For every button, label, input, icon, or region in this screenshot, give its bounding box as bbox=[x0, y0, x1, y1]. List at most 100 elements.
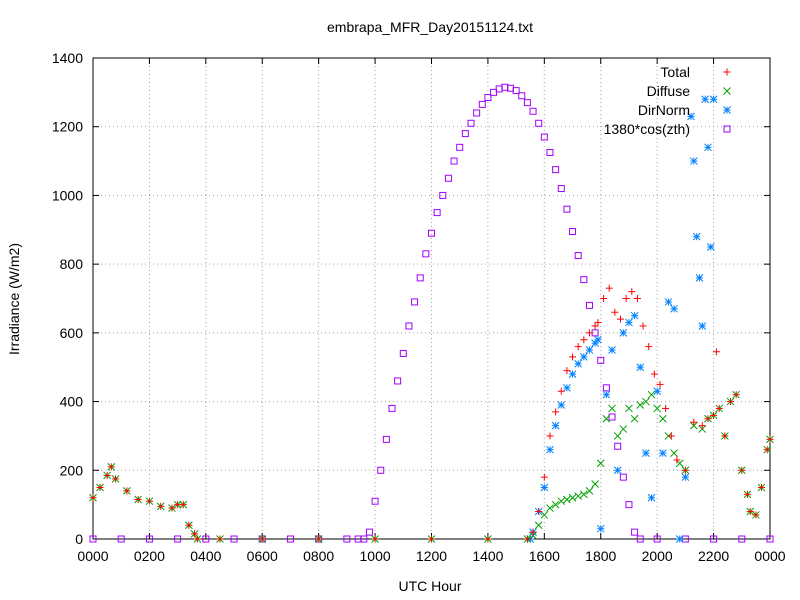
data-point bbox=[631, 528, 639, 536]
data-point bbox=[692, 232, 701, 241]
data-point bbox=[422, 250, 430, 258]
data-point bbox=[639, 322, 647, 330]
data-point bbox=[179, 501, 187, 509]
data-point bbox=[193, 535, 201, 543]
data-point bbox=[675, 535, 684, 543]
data-point bbox=[664, 298, 673, 306]
data-point bbox=[766, 535, 774, 543]
data-point bbox=[540, 511, 549, 519]
data-point bbox=[579, 353, 588, 361]
data-point bbox=[619, 425, 628, 433]
data-point bbox=[630, 311, 639, 320]
data-point bbox=[484, 94, 492, 102]
legend-label: DirNorm bbox=[638, 102, 690, 118]
data-point bbox=[523, 535, 531, 543]
data-point bbox=[625, 318, 633, 327]
data-point bbox=[103, 471, 111, 479]
data-point bbox=[613, 432, 622, 440]
legend: Total Diffuse DirNorm 1380*cos(zth) bbox=[604, 64, 731, 137]
data-point bbox=[428, 229, 435, 237]
y-tick-label: 800 bbox=[60, 256, 84, 272]
data-point bbox=[662, 404, 670, 412]
data-point bbox=[529, 107, 537, 115]
data-point bbox=[557, 387, 565, 395]
data-point bbox=[484, 535, 492, 543]
data-point bbox=[602, 390, 611, 399]
data-point bbox=[191, 530, 199, 538]
data-point bbox=[495, 85, 503, 93]
x-tick-label: 1600 bbox=[529, 548, 560, 564]
data-point bbox=[439, 191, 447, 199]
data-point bbox=[619, 473, 627, 481]
data-point bbox=[535, 119, 543, 127]
data-point bbox=[112, 475, 120, 483]
data-point bbox=[721, 432, 729, 440]
legend-label: Total bbox=[660, 64, 690, 80]
x-tick-label: 0000 bbox=[754, 548, 785, 564]
data-point bbox=[698, 422, 706, 430]
data-point bbox=[622, 295, 630, 302]
data-point bbox=[698, 322, 707, 330]
data-point bbox=[752, 511, 760, 519]
data-point bbox=[461, 130, 469, 138]
data-point bbox=[371, 497, 379, 505]
data-point bbox=[625, 501, 633, 509]
data-point bbox=[687, 112, 695, 121]
data-series bbox=[89, 83, 774, 543]
data-point bbox=[602, 414, 611, 423]
data-point bbox=[388, 404, 396, 412]
legend-marker bbox=[723, 106, 731, 114]
data-point bbox=[546, 445, 554, 454]
data-point bbox=[633, 295, 641, 302]
x-tick-label: 2000 bbox=[642, 548, 673, 564]
data-point bbox=[681, 466, 689, 474]
data-point bbox=[399, 349, 407, 357]
x-tick-label: 1000 bbox=[360, 548, 391, 564]
legend-marker bbox=[723, 125, 731, 133]
data-point bbox=[258, 535, 266, 543]
data-point bbox=[628, 288, 636, 296]
data-point bbox=[763, 446, 771, 454]
data-point bbox=[608, 404, 616, 413]
chart-title: embrapa_MFR_Day20151124.txt bbox=[327, 19, 533, 35]
data-point bbox=[653, 404, 662, 413]
data-point bbox=[523, 99, 531, 107]
data-point bbox=[619, 329, 628, 337]
data-point bbox=[630, 414, 639, 423]
data-point bbox=[134, 495, 142, 503]
data-point bbox=[89, 535, 97, 543]
y-tick-label: 1400 bbox=[52, 50, 83, 66]
data-point bbox=[428, 535, 435, 543]
y-tick-label: 1000 bbox=[52, 187, 83, 203]
data-point bbox=[490, 88, 498, 96]
data-point bbox=[653, 535, 661, 543]
data-point bbox=[681, 473, 690, 482]
x-tick-label: 1800 bbox=[585, 548, 616, 564]
y-tick-label: 600 bbox=[60, 325, 84, 341]
data-point bbox=[365, 528, 373, 536]
data-point bbox=[377, 466, 385, 474]
data-point bbox=[743, 490, 751, 498]
data-point bbox=[613, 466, 622, 475]
y-axis-ticks: 0 200 400 600 800 1000 1200 1400 bbox=[52, 50, 770, 547]
data-point bbox=[557, 401, 566, 409]
data-point bbox=[145, 497, 153, 505]
data-point bbox=[501, 83, 509, 91]
data-point bbox=[647, 493, 656, 502]
data-point bbox=[551, 500, 560, 509]
data-point bbox=[616, 315, 624, 323]
data-point bbox=[371, 535, 379, 543]
data-point bbox=[574, 359, 583, 368]
data-point bbox=[563, 205, 571, 213]
data-point bbox=[625, 404, 633, 413]
data-point bbox=[546, 504, 554, 512]
data-point bbox=[658, 449, 667, 457]
data-point bbox=[202, 535, 210, 543]
data-point bbox=[704, 143, 712, 152]
data-point bbox=[315, 535, 323, 543]
x-tick-label: 2200 bbox=[698, 548, 729, 564]
data-point bbox=[569, 353, 577, 361]
data-point bbox=[117, 535, 125, 543]
data-point bbox=[529, 528, 537, 536]
data-point bbox=[653, 387, 662, 396]
